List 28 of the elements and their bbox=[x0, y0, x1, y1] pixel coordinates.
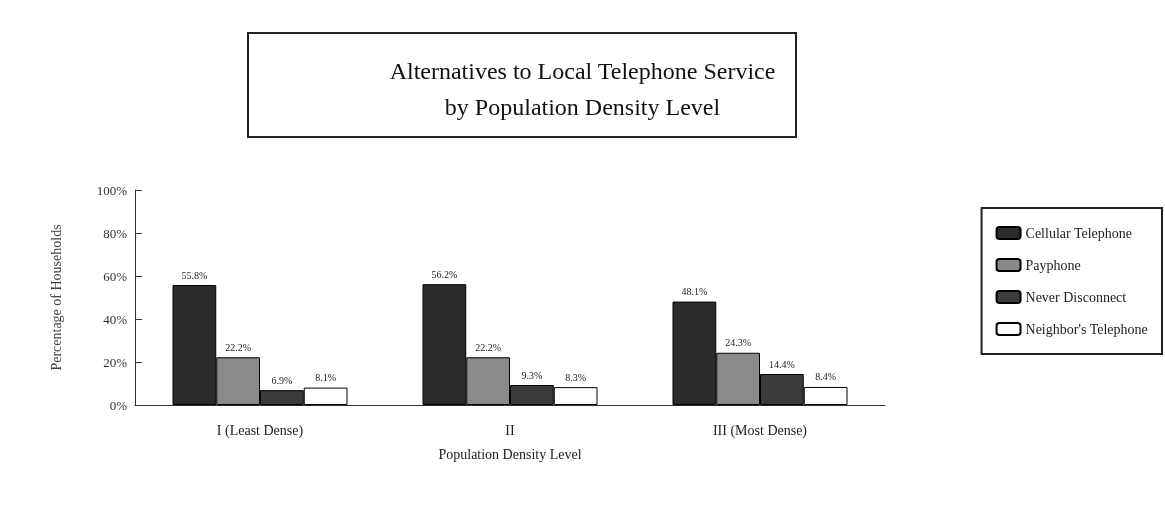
data-label: 22.2% bbox=[225, 341, 252, 353]
data-label: 8.4% bbox=[815, 371, 837, 383]
legend-label: Never Disconnect bbox=[1025, 289, 1127, 305]
chart-title: Alternatives to Local Telephone Service by Population Density Level bbox=[389, 58, 776, 120]
data-label: 14.4% bbox=[768, 358, 795, 370]
data-label: 55.8% bbox=[181, 269, 208, 281]
y-tick-label: 0% bbox=[109, 397, 128, 413]
y-tick-label: 60% bbox=[103, 268, 128, 284]
x-tick-label: II bbox=[505, 422, 515, 438]
y-tick-label: 40% bbox=[103, 311, 128, 327]
y-axis-title: Percentage of Households bbox=[48, 224, 64, 371]
y-tick-label: 80% bbox=[103, 225, 128, 241]
legend-label: Cellular Telephone bbox=[1025, 225, 1132, 241]
x-tick-label: III (Most Dense) bbox=[712, 422, 808, 439]
x-tick-label: I (Least Dense) bbox=[216, 422, 304, 439]
data-label: 48.1% bbox=[681, 286, 708, 298]
y-tick-label: 20% bbox=[103, 354, 128, 370]
data-label: 24.3% bbox=[725, 337, 752, 349]
legend-label: Payphone bbox=[1025, 257, 1081, 273]
data-label: 8.1% bbox=[315, 372, 337, 384]
data-label: 56.2% bbox=[431, 268, 458, 280]
data-label: 9.3% bbox=[521, 369, 543, 381]
y-tick-label: 100% bbox=[96, 182, 128, 198]
data-label: 8.3% bbox=[565, 371, 587, 383]
legend-label: Neighbor's Telephone bbox=[1025, 321, 1148, 337]
x-axis-title: Population Density Level bbox=[438, 446, 582, 462]
data-label: 6.9% bbox=[271, 374, 293, 386]
data-label: 22.2% bbox=[475, 341, 502, 353]
